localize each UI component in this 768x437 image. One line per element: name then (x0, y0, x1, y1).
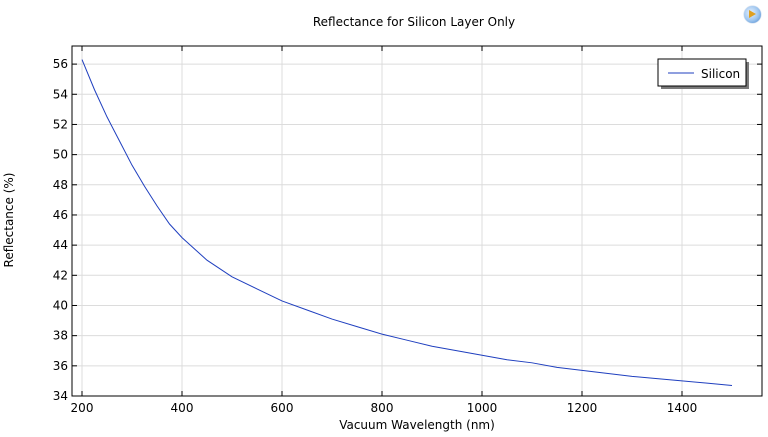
y-tick-label: 48 (53, 178, 68, 192)
x-axis-title: Vacuum Wavelength (nm) (339, 418, 495, 432)
axis-ticks: 200 400 600 800 1000 1200 1400 34 36 38 40 42 44 46 48… (53, 46, 762, 415)
x-tick-label: 1400 (667, 401, 698, 415)
x-tick-label: 600 (271, 401, 294, 415)
y-tick-label: 50 (53, 148, 68, 162)
app-play-icon[interactable] (744, 6, 761, 23)
y-tick-label: 36 (53, 359, 68, 373)
y-tick-label: 54 (53, 87, 68, 101)
y-tick-label: 38 (53, 329, 68, 343)
series-group (81, 59, 733, 386)
y-tick-label: 52 (53, 117, 68, 131)
y-tick-label: 40 (53, 298, 68, 312)
x-tick-label: 1200 (567, 401, 598, 415)
x-tick-label: 800 (371, 401, 394, 415)
grid (72, 46, 762, 397)
legend: Silicon (657, 58, 749, 89)
plot-frame (71, 45, 763, 397)
y-tick-label: 56 (53, 57, 68, 71)
y-tick-label: 46 (53, 208, 68, 222)
y-tick-label: 42 (53, 268, 68, 282)
x-tick-label: 1000 (467, 401, 498, 415)
x-tick-label: 200 (71, 401, 94, 415)
chart-title: Reflectance for Silicon Layer Only (313, 15, 515, 29)
y-tick-label: 34 (53, 389, 68, 403)
y-axis-title: Reflectance (%) (2, 173, 16, 268)
series-line-silicon (81, 59, 733, 386)
legend-entry: Silicon (701, 67, 740, 81)
y-tick-label: 44 (53, 238, 68, 252)
x-tick-label: 400 (171, 401, 194, 415)
